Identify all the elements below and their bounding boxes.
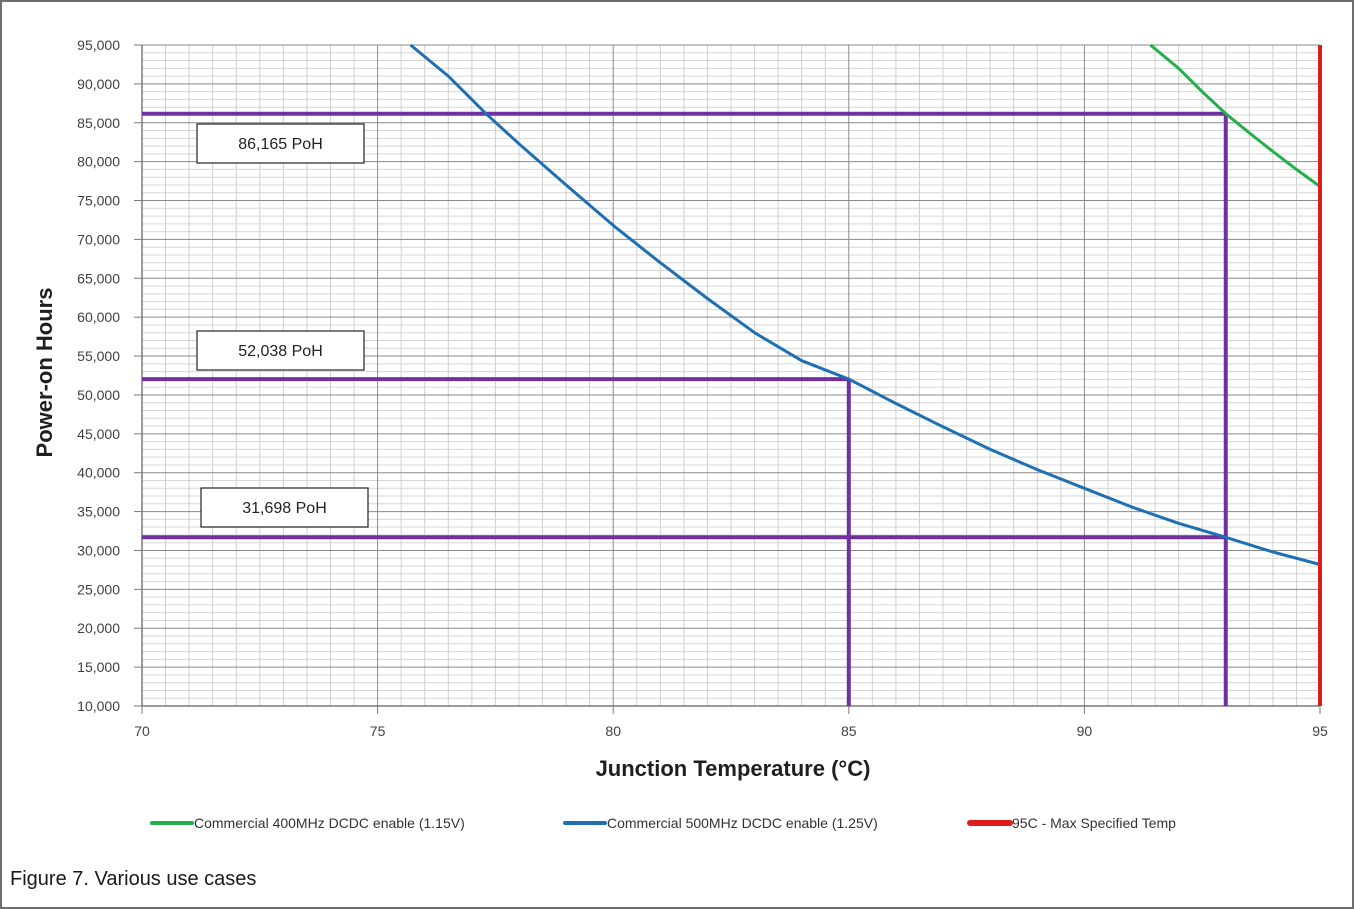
x-axis-title: Junction Temperature (°C) bbox=[596, 756, 871, 781]
y-tick-label: 95,000 bbox=[77, 37, 120, 53]
y-tick-label: 35,000 bbox=[77, 504, 120, 520]
y-tick-label: 65,000 bbox=[77, 270, 120, 286]
y-tick-label: 45,000 bbox=[77, 426, 120, 442]
y-tick-label: 80,000 bbox=[77, 154, 120, 170]
annotation-box-border bbox=[196, 123, 365, 164]
y-tick-label: 20,000 bbox=[77, 620, 120, 636]
annotation-text: 31,698 PoH bbox=[242, 500, 327, 517]
chart: 10,000 15,000 20,000 25,000 30,000 35,000 40,0… bbox=[32, 37, 1328, 831]
y-tick-label: 60,000 bbox=[77, 309, 120, 325]
y-tick-label: 50,000 bbox=[77, 387, 120, 403]
legend-label-1: Commercial 400MHz DCDC enable (1.15V) bbox=[194, 815, 465, 831]
series-line-1 bbox=[1149, 43, 1321, 188]
annotation-box: 86,165 PoH bbox=[196, 123, 365, 164]
y-tick-label: 90,000 bbox=[77, 76, 120, 92]
x-tick-label: 95 bbox=[1312, 723, 1328, 739]
annotation-box: 31,698 PoH bbox=[200, 487, 369, 528]
reference-lines bbox=[142, 111, 1228, 706]
y-tick-label: 25,000 bbox=[77, 581, 120, 597]
annotation-text: 86,165 PoH bbox=[238, 136, 323, 153]
y-tick-label: 40,000 bbox=[77, 465, 120, 481]
annotation-box-border bbox=[196, 330, 365, 371]
legend-label-2: Commercial 500MHz DCDC enable (1.25V) bbox=[607, 815, 878, 831]
x-tick-label: 80 bbox=[605, 723, 621, 739]
legend: Commercial 400MHz DCDC enable (1.15V) Com… bbox=[150, 815, 1176, 831]
x-tick-label: 85 bbox=[841, 723, 857, 739]
y-tick-label: 75,000 bbox=[77, 193, 120, 209]
annotation-box: 52,038 PoH bbox=[196, 330, 365, 371]
y-tick-label: 70,000 bbox=[77, 231, 120, 247]
y-tick-label: 30,000 bbox=[77, 542, 120, 558]
annotation-box-border bbox=[200, 487, 369, 528]
y-tick-label: 15,000 bbox=[77, 659, 120, 675]
x-tick-label: 90 bbox=[1077, 723, 1093, 739]
y-tick-label: 85,000 bbox=[77, 115, 120, 131]
y-tick-label: 10,000 bbox=[77, 698, 120, 714]
legend-label-3: 95C - Max Specified Temp bbox=[1012, 815, 1176, 831]
y-axis-title: Power-on Hours bbox=[32, 288, 57, 458]
x-tick-label: 70 bbox=[134, 723, 150, 739]
annotation-text: 52,038 PoH bbox=[238, 343, 323, 360]
figure-caption: Figure 7. Various use cases bbox=[10, 868, 257, 890]
x-tick-label: 75 bbox=[370, 723, 386, 739]
y-tick-label: 55,000 bbox=[77, 348, 120, 364]
